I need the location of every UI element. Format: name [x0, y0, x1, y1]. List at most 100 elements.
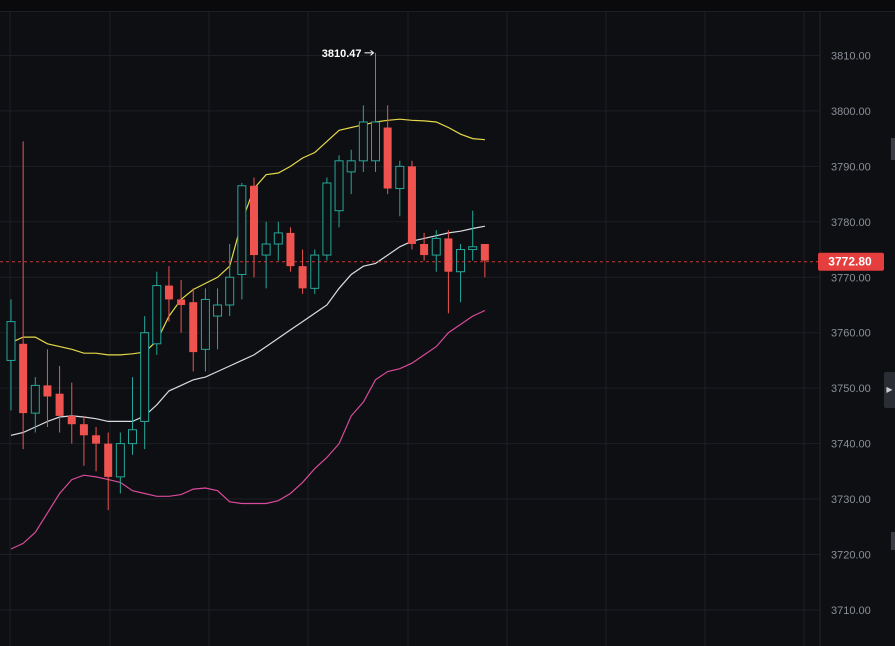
right-scroll-tab-lower[interactable] [891, 532, 895, 550]
right-scroll-tab[interactable] [891, 138, 895, 160]
candle-up[interactable] [346, 149, 356, 195]
candle-body [250, 185, 258, 256]
candle-down[interactable] [164, 266, 173, 322]
candle-body [310, 254, 320, 289]
candle-up[interactable] [468, 210, 478, 261]
annotations: 3772.80 3810.47 [0, 48, 884, 271]
candle-up[interactable] [213, 288, 223, 350]
candle-up[interactable] [128, 377, 137, 455]
candle-up[interactable] [371, 52, 380, 172]
bollinger-bands [10, 118, 486, 550]
candle-body [55, 393, 64, 416]
candle-up[interactable] [115, 432, 125, 494]
candle-body [128, 429, 137, 445]
candle-body [237, 185, 247, 275]
candle-body [177, 299, 186, 305]
candle-body [6, 321, 16, 361]
candle-down[interactable] [383, 105, 392, 195]
candle-up[interactable] [30, 377, 40, 433]
candle-down[interactable] [104, 432, 113, 511]
candle-down[interactable] [286, 227, 295, 272]
candle-down[interactable] [298, 249, 307, 294]
candles[interactable] [6, 52, 489, 511]
candle-up[interactable] [322, 177, 332, 261]
price-axis[interactable]: 3810.00 3800.00 3790.00 3780.00 3770.00 3760.… [831, 50, 871, 617]
price-tick-label: 3780.00 [831, 217, 871, 229]
candle-body [200, 298, 210, 350]
current-price-label: 3772.80 [828, 255, 872, 269]
candle-down[interactable] [444, 230, 453, 314]
candle-body [164, 285, 173, 300]
candle-down[interactable] [19, 141, 28, 450]
candle-body [261, 243, 271, 256]
candle-down[interactable] [92, 426, 101, 472]
price-tick-label: 3710.00 [831, 605, 871, 617]
candle-body [468, 246, 478, 251]
candle-body [456, 249, 466, 273]
high-arrow-icon [370, 49, 375, 56]
candle-up[interactable] [334, 155, 344, 228]
candle-up[interactable] [152, 271, 162, 355]
price-tick-label: 3800.00 [831, 106, 871, 118]
collapse-panel-icon[interactable]: ▶ [884, 372, 895, 408]
candle-up[interactable] [200, 288, 210, 372]
candle-body [43, 385, 52, 397]
candle-body [298, 266, 307, 289]
upper-band-line [10, 118, 485, 356]
candle-body [395, 165, 405, 190]
candle-down[interactable] [55, 365, 64, 433]
price-tick-label: 3810.00 [831, 50, 871, 62]
candle-body [480, 243, 489, 261]
candle-up[interactable] [140, 316, 150, 450]
candle-body [115, 443, 125, 478]
candle-body [67, 415, 76, 425]
candle-body [213, 304, 223, 317]
candle-body [444, 238, 453, 272]
grid [0, 12, 821, 646]
price-tick-label: 3740.00 [831, 439, 871, 451]
price-tick-label: 3730.00 [831, 494, 871, 506]
candle-body [346, 160, 356, 173]
candle-up[interactable] [456, 243, 466, 303]
candle-up[interactable] [310, 249, 320, 294]
price-tick-label: 3770.00 [831, 272, 871, 284]
candle-body [225, 276, 235, 306]
candle-body [189, 302, 198, 353]
candle-down[interactable] [189, 288, 198, 372]
candle-up[interactable] [431, 230, 441, 272]
candle-body [30, 384, 40, 414]
candle-down[interactable] [67, 382, 76, 444]
candle-body [286, 232, 295, 267]
candle-down[interactable] [250, 177, 258, 278]
candle-up[interactable] [395, 160, 405, 217]
lower-band-line [10, 309, 486, 550]
candle-down[interactable] [79, 415, 88, 466]
candle-body [322, 182, 332, 256]
candle-down[interactable] [407, 160, 416, 250]
candle-up[interactable] [273, 221, 283, 261]
candle-body [273, 232, 283, 245]
candle-body [358, 121, 368, 162]
candle-down[interactable] [480, 243, 489, 278]
top-toolbar [0, 0, 895, 12]
candle-body [371, 121, 380, 162]
candle-body [152, 285, 162, 345]
candle-body [104, 443, 113, 477]
candle-down[interactable] [177, 280, 186, 333]
current-price-badge [818, 252, 884, 271]
candle-body [383, 127, 392, 189]
candle-down[interactable] [420, 232, 429, 261]
candle-up[interactable] [358, 105, 368, 172]
candle-body [140, 332, 150, 422]
candle-body [431, 237, 441, 256]
candle-body [19, 343, 28, 414]
price-tick-label: 3720.00 [831, 550, 871, 562]
candle-up[interactable] [261, 221, 271, 289]
price-tick-label: 3790.00 [831, 161, 871, 173]
candle-body [92, 435, 101, 444]
candle-down[interactable] [43, 349, 52, 427]
candle-up[interactable] [237, 182, 247, 300]
candle-up[interactable] [6, 299, 16, 411]
candle-up[interactable] [225, 243, 235, 317]
